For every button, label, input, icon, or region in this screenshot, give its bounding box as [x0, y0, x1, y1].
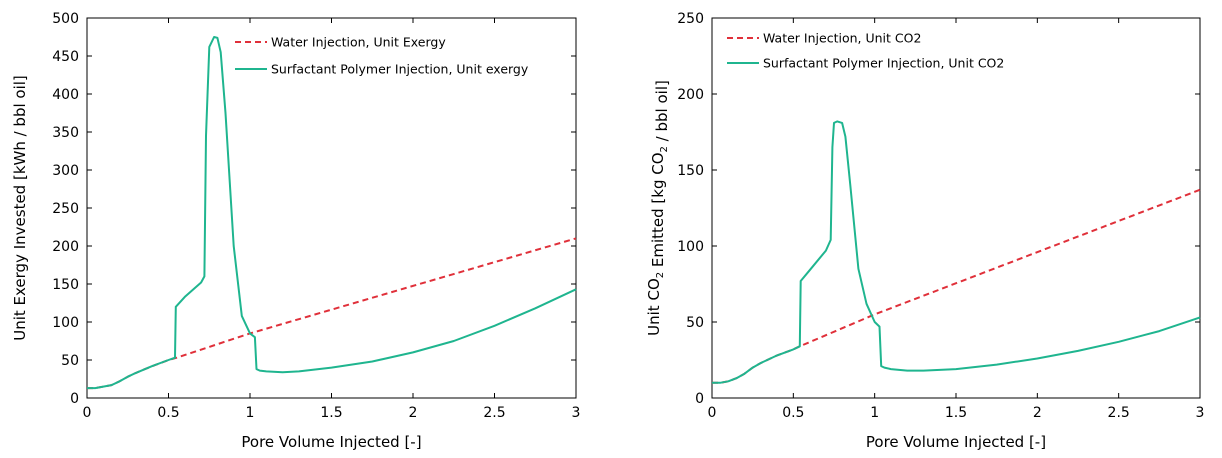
x-tick-label: 0.5: [157, 405, 179, 421]
plot-frame: [711, 17, 1201, 399]
y-axis-title: Unit CO2 Emitted [kg CO2 / bbl oil]: [645, 80, 671, 336]
y-tick-label: 500: [52, 11, 79, 27]
legend-label-1: Surfactant Polymer Injection, Unit CO2: [763, 56, 1004, 71]
y-tick-label: 50: [61, 353, 79, 369]
x-axis-title: Pore Volume Injected [-]: [866, 433, 1046, 451]
x-tick-label: 2.5: [1108, 405, 1130, 421]
x-tick-label: 2.5: [483, 405, 505, 421]
y-tick-label: 200: [677, 87, 704, 103]
legend-label-0: Water Injection, Unit Exergy: [271, 35, 446, 50]
x-tick-label: 1.5: [945, 405, 967, 421]
series-line-1: [712, 120, 1201, 384]
y-tick-label: 450: [52, 49, 79, 65]
y-tick-label: 150: [52, 277, 79, 293]
series-line-0: [712, 188, 1201, 384]
x-tick-label: 0.5: [782, 405, 804, 421]
legend-label-0: Water Injection, Unit CO2: [763, 31, 921, 46]
legend-label-1: Surfactant Polymer Injection, Unit exerg…: [271, 62, 529, 77]
exergy-chart: 0 50 100 150 200 250 300 350 400 450 500 0 0.5 1 1.5 2 2…: [11, 11, 581, 451]
y-tick-label: 250: [677, 11, 704, 27]
x-tick-label: 0: [83, 405, 92, 421]
y-tick-label: 100: [52, 315, 79, 331]
x-tick-label: 3: [1196, 405, 1205, 421]
y-tick-label: 300: [52, 163, 79, 179]
y-axis-title: Unit Exergy Invested [kWh / bbl oil]: [11, 75, 29, 341]
y-tick-label: 150: [677, 163, 704, 179]
series-line-1: [87, 36, 577, 390]
x-tick-label: 2: [1033, 405, 1042, 421]
x-tick-label: 2: [409, 405, 418, 421]
x-tick-label: 3: [572, 405, 581, 421]
x-tick-label: 0: [708, 405, 717, 421]
x-tick-label: 1: [246, 405, 255, 421]
y-tick-label: 250: [52, 201, 79, 217]
y-tick-label: 200: [52, 239, 79, 255]
x-axis-title: Pore Volume Injected [-]: [241, 433, 421, 451]
y-tick-label: 350: [52, 125, 79, 141]
y-tick-label: 0: [70, 391, 79, 407]
series-line-0: [87, 237, 577, 390]
x-tick-label: 1.5: [320, 405, 342, 421]
y-tick-label: 50: [686, 315, 704, 331]
y-tick-label: 100: [677, 239, 704, 255]
y-tick-label: 0: [695, 391, 704, 407]
x-tick-label: 1: [870, 405, 879, 421]
y-tick-label: 400: [52, 87, 79, 103]
co2-chart: 0 50 100 150 200 250 0 0.5 1 1.5 2 2.5 3 Water Inject…: [645, 11, 1205, 451]
